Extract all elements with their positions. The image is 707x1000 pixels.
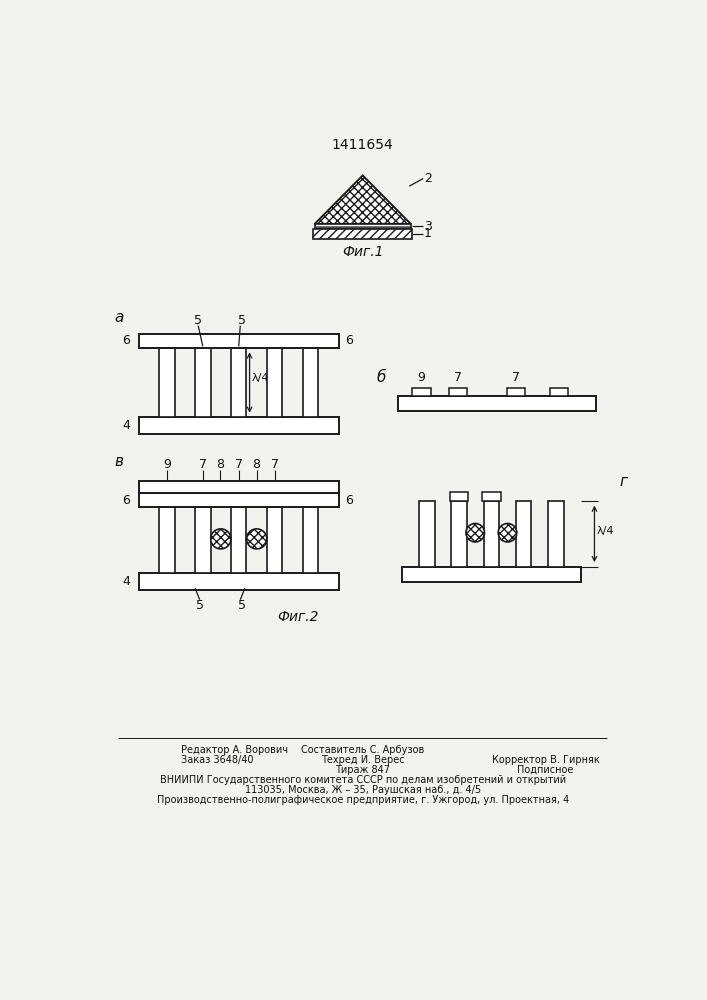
Text: 9: 9 <box>418 371 426 384</box>
Text: 5: 5 <box>194 314 202 327</box>
Bar <box>267 348 282 417</box>
Circle shape <box>498 523 517 542</box>
Bar <box>195 348 211 417</box>
Bar <box>398 396 596 411</box>
Text: 8: 8 <box>252 458 261 471</box>
Text: Составитель С. Арбузов: Составитель С. Арбузов <box>301 745 424 755</box>
Circle shape <box>247 529 267 549</box>
Text: Фиг.1: Фиг.1 <box>342 245 383 259</box>
Bar <box>548 501 563 567</box>
Bar <box>159 348 175 417</box>
Bar <box>482 492 501 501</box>
Text: Редактор А. Ворович: Редактор А. Ворович <box>182 745 288 755</box>
Bar <box>516 501 532 567</box>
Text: 7: 7 <box>199 458 207 471</box>
Text: Производственно-полиграфическое предприятие, г. Ужгород, ул. Проектная, 4: Производственно-полиграфическое предприя… <box>156 795 569 805</box>
Text: 1411654: 1411654 <box>332 138 394 152</box>
Bar <box>139 493 339 507</box>
Text: 113035, Москва, Ж – 35, Раушская наб., д. 4/5: 113035, Москва, Ж – 35, Раушская наб., д… <box>245 785 481 795</box>
Text: Подписное: Подписное <box>518 765 574 775</box>
Text: 4: 4 <box>122 419 130 432</box>
Text: 6: 6 <box>122 334 130 347</box>
Text: Фиг.2: Фиг.2 <box>277 610 318 624</box>
Text: 5: 5 <box>196 599 204 612</box>
Bar <box>231 348 247 417</box>
Text: Корректор В. Гирняк: Корректор В. Гирняк <box>492 755 600 765</box>
Text: 5: 5 <box>238 599 246 612</box>
Bar <box>549 388 568 396</box>
Text: б: б <box>377 370 386 385</box>
Text: 7: 7 <box>235 458 243 471</box>
Bar <box>195 507 211 573</box>
Text: λ/4: λ/4 <box>597 526 614 536</box>
Text: Техред И. Верес: Техред И. Верес <box>321 755 404 765</box>
Text: 9: 9 <box>163 458 171 471</box>
Text: 6: 6 <box>346 494 354 507</box>
Text: а: а <box>115 310 124 325</box>
Circle shape <box>211 529 231 549</box>
Text: 3: 3 <box>424 220 432 233</box>
Text: 1: 1 <box>424 227 432 240</box>
Bar <box>484 501 499 567</box>
Text: 7: 7 <box>454 371 462 384</box>
Circle shape <box>466 523 484 542</box>
Text: 7: 7 <box>512 371 520 384</box>
Text: λ/4: λ/4 <box>252 373 269 383</box>
Bar <box>507 388 525 396</box>
Bar <box>451 501 467 567</box>
Bar <box>402 567 580 582</box>
Text: 7: 7 <box>271 458 279 471</box>
Bar <box>303 507 318 573</box>
Bar <box>419 501 435 567</box>
Bar <box>139 334 339 348</box>
Bar <box>139 481 339 493</box>
Polygon shape <box>315 175 411 224</box>
Text: в: в <box>115 454 124 469</box>
Text: г: г <box>619 474 627 489</box>
Bar <box>159 507 175 573</box>
Bar <box>139 417 339 434</box>
Text: 8: 8 <box>216 458 224 471</box>
Bar <box>315 224 411 229</box>
Bar <box>267 507 282 573</box>
Bar <box>450 492 468 501</box>
Text: 6: 6 <box>346 334 354 347</box>
Text: 2: 2 <box>424 172 432 185</box>
Text: Тираж 847: Тираж 847 <box>335 765 390 775</box>
Bar <box>412 388 431 396</box>
Text: 5: 5 <box>238 314 246 327</box>
Text: ВНИИПИ Государственного комитета СССР по делам изобретений и открытий: ВНИИПИ Государственного комитета СССР по… <box>160 775 566 785</box>
Bar <box>449 388 467 396</box>
Bar <box>313 229 412 239</box>
Text: 4: 4 <box>122 575 130 588</box>
Text: 6: 6 <box>122 494 130 507</box>
Text: Заказ 3648/40: Заказ 3648/40 <box>182 755 254 765</box>
Bar <box>231 507 247 573</box>
Bar <box>139 573 339 590</box>
Bar <box>303 348 318 417</box>
